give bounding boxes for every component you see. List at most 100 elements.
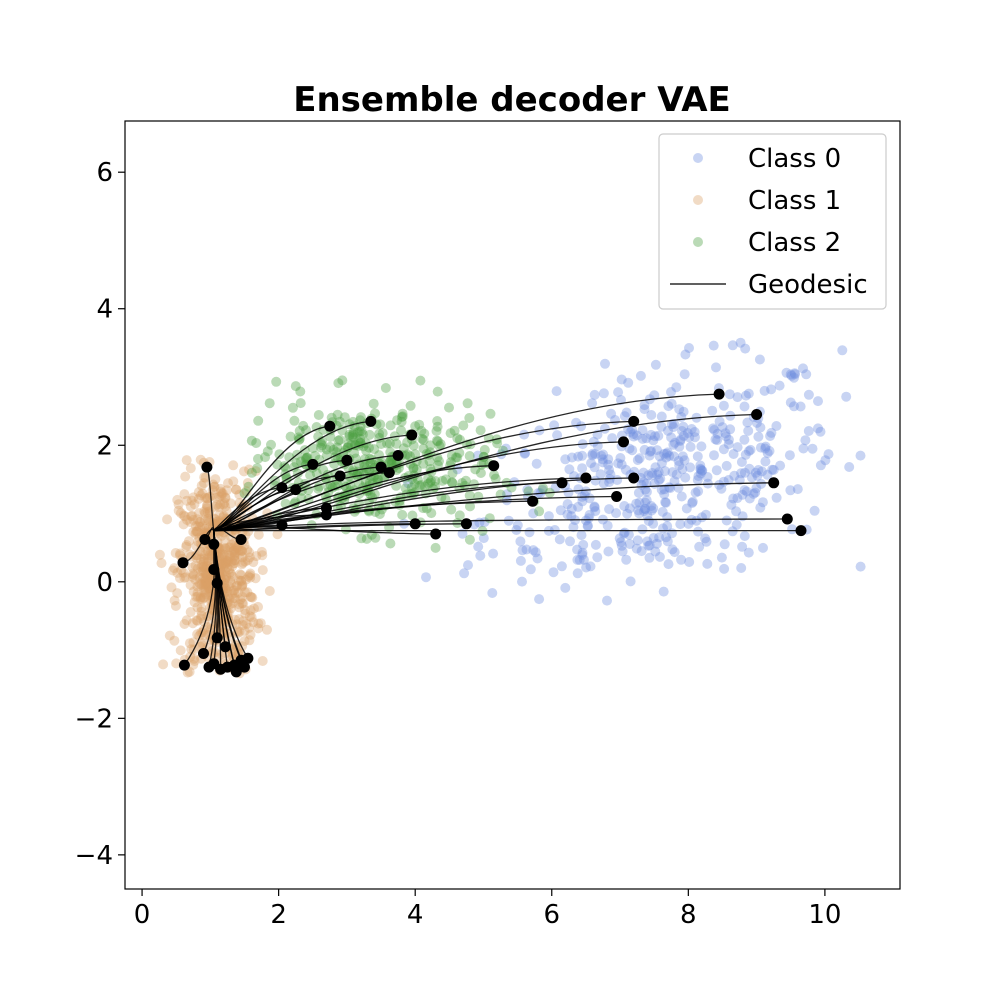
scatter-point [751, 417, 762, 428]
scatter-point [253, 529, 264, 540]
scatter-point [658, 523, 668, 534]
scatter-point [744, 493, 755, 504]
scatter-point [220, 543, 231, 553]
scatter-point [419, 481, 430, 492]
scatter-point [197, 521, 208, 532]
scatter-point [632, 430, 642, 441]
scatter-point [757, 466, 767, 477]
scatter-point [732, 442, 743, 453]
scatter-point [295, 386, 306, 397]
scatter-point [577, 463, 588, 474]
scatter-point [226, 539, 237, 550]
geodesic-endpoint [307, 458, 319, 470]
scatter-point [325, 441, 336, 452]
scatter-point [228, 585, 239, 596]
scatter-point [246, 435, 257, 446]
scatter-point [397, 509, 408, 520]
scatter-point [596, 450, 607, 461]
scatter-point [356, 426, 367, 437]
scatter-point [604, 465, 615, 475]
scatter-point [662, 536, 673, 547]
scatter-point [200, 575, 211, 586]
scatter-point [475, 468, 486, 478]
scatter-point [649, 390, 660, 401]
scatter-point [262, 446, 273, 457]
scatter-point [162, 514, 173, 525]
scatter-point [231, 619, 242, 630]
scatter-point [692, 451, 703, 462]
scatter-point [154, 549, 165, 560]
scatter-point [660, 466, 670, 477]
scatter-point [615, 537, 626, 548]
scatter-point [666, 387, 676, 397]
scatter-point [789, 372, 799, 383]
scatter-point [560, 582, 571, 593]
scatter-point [815, 460, 826, 471]
scatter-point [229, 548, 240, 558]
scatter-point [495, 489, 506, 500]
scatter-point [678, 421, 689, 432]
scatter-point [332, 409, 343, 420]
scatter-point [407, 510, 418, 521]
scatter-point [386, 457, 397, 468]
scatter-point [739, 531, 750, 541]
scatter-point [755, 502, 766, 513]
scatter-point [170, 548, 181, 558]
scatter-point [590, 475, 601, 486]
scatter-point [249, 603, 259, 614]
scatter-point [823, 449, 834, 460]
scatter-point [657, 506, 668, 517]
scatter-point [223, 556, 233, 567]
geodesic-endpoint [618, 436, 629, 448]
scatter-point [167, 565, 178, 576]
scatter-point [405, 400, 416, 411]
scatter-point [815, 426, 826, 437]
scatter-point [679, 369, 690, 380]
scatter-point [638, 467, 649, 478]
scatter-point [520, 448, 531, 459]
scatter-point [475, 550, 486, 561]
scatter-point [332, 442, 343, 453]
scatter-point [195, 490, 206, 501]
scatter-point [384, 456, 395, 467]
scatter-point [213, 502, 224, 513]
scatter-point [197, 488, 208, 499]
scatter-point [218, 549, 228, 560]
x-tick-label: 6 [543, 900, 560, 930]
scatter-point [572, 568, 583, 579]
scatter-point [646, 429, 656, 440]
scatter-point [195, 579, 206, 590]
scatter-point [222, 555, 233, 566]
scatter-point [340, 524, 351, 535]
geodesic-line [213, 523, 416, 532]
scatter-point [452, 452, 463, 463]
scatter-point [674, 404, 685, 415]
scatter-point [220, 492, 231, 503]
scatter-point [637, 433, 648, 444]
scatter-point [414, 419, 425, 430]
scatter-point [724, 389, 735, 400]
scatter-point [623, 529, 634, 540]
scatter-point [430, 542, 441, 553]
scatter-point [785, 397, 796, 408]
geodesic-line [213, 514, 327, 532]
scatter-point [245, 629, 256, 640]
scatter-point [244, 622, 255, 633]
scatter-point [193, 493, 204, 504]
scatter-point [634, 508, 645, 519]
scatter-point [204, 491, 215, 502]
scatter-point [789, 368, 800, 379]
scatter-point [697, 465, 708, 476]
legend-label: Class 1 [748, 186, 841, 216]
scatter-point [344, 429, 355, 440]
scatter-point [244, 464, 255, 475]
scatter-point [432, 386, 443, 397]
scatter-point [653, 475, 664, 486]
scatter-point [841, 391, 852, 402]
scatter-point [231, 581, 242, 592]
scatter-point [181, 495, 192, 506]
scatter-point [628, 431, 639, 442]
scatter-point [648, 518, 659, 529]
scatter-point [217, 552, 227, 563]
scatter-point [673, 456, 684, 466]
